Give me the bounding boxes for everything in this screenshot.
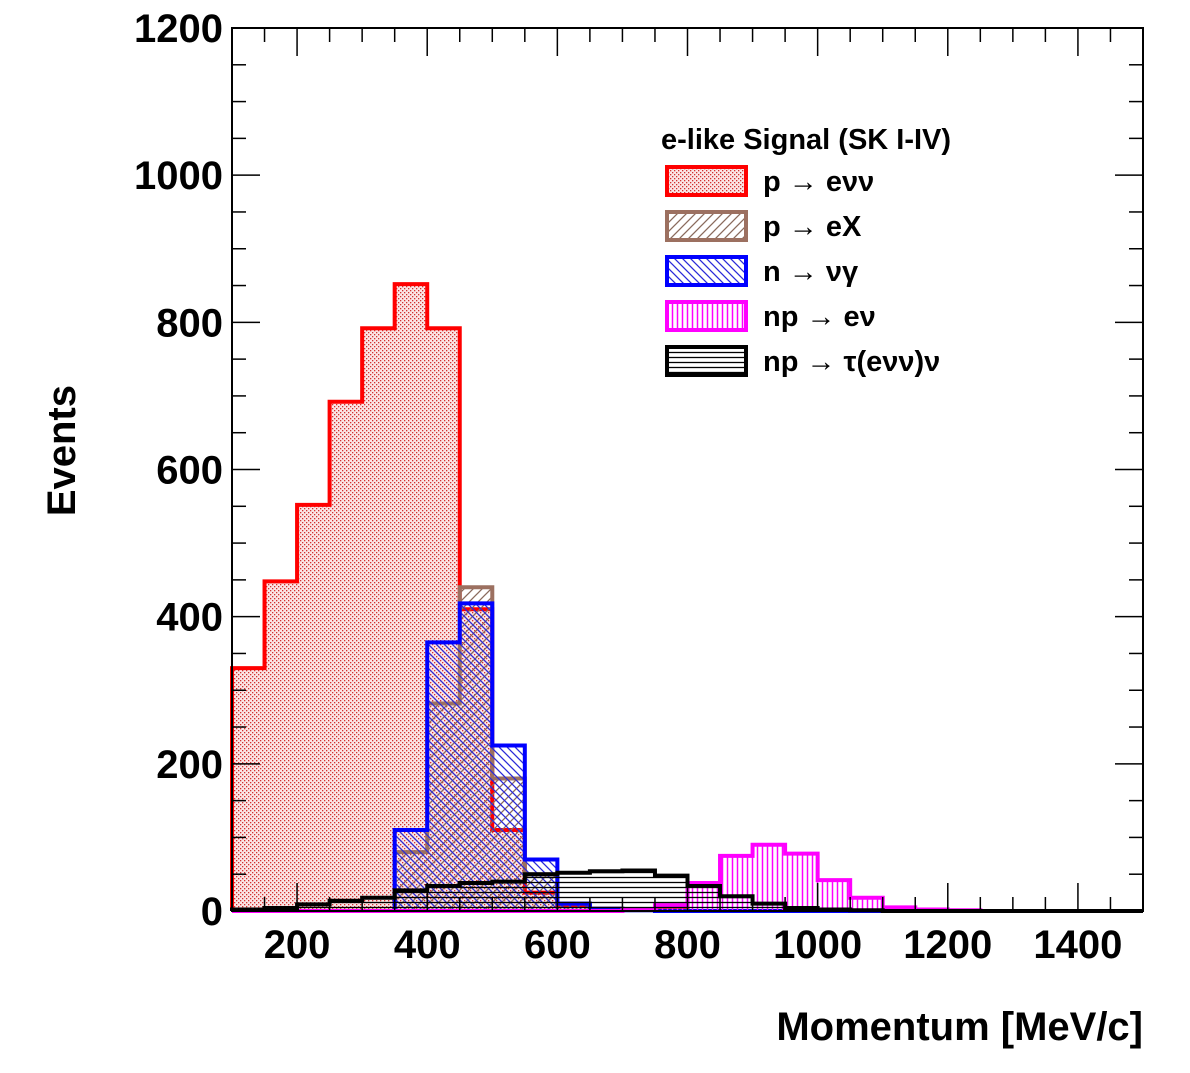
series-1 [230,282,1143,913]
x-tick-label-1200: 1200 [903,923,992,967]
legend-swatch [665,165,748,197]
legend-label: np → τ(eνν)ν [763,346,940,378]
legend-label: np → eν [763,301,876,333]
histogram-series-layer [230,282,1143,913]
legend-label: p → eX [763,211,862,243]
legend-swatch [665,345,748,377]
x-tick-label-800: 800 [654,923,721,967]
y-tick-label-600: 600 [156,449,223,493]
legend-label: p → eνν [763,166,874,198]
y-tick-label-200: 200 [156,743,223,787]
series-1-fill [232,284,1143,911]
series-3-fill [232,603,1143,911]
x-tick-label-600: 600 [524,923,591,967]
legend-entry-p-e: p → eνν [665,165,874,198]
y-tick-label-1200: 1200 [134,7,223,51]
legend-label: n → νγ [763,256,859,288]
legend-title: e-like Signal (SK I-IV) [661,124,951,156]
legend-swatch [665,210,748,242]
y-tick-label-800: 800 [156,301,223,345]
legend-entry-np-e: np → τ(eνν)ν [665,345,940,378]
legend-swatch [665,255,748,287]
y-tick-label-0: 0 [201,890,223,934]
legend-entry-np-e: np → eν [665,300,876,333]
legend-entry-n: n → νγ [665,255,859,288]
x-axis-title: Momentum [MeV/c] [776,1005,1143,1049]
y-tick-label-1000: 1000 [134,154,223,198]
x-tick-label-400: 400 [394,923,461,967]
y-axis-ticks: 0 200 400 600 800 1000 1200 [134,7,1143,934]
x-tick-label-200: 200 [264,923,331,967]
x-tick-label-1000: 1000 [773,923,862,967]
legend: e-like Signal (SK I-IV) p → eνν p → eX n →… [661,124,951,378]
x-tick-label-1400: 1400 [1033,923,1122,967]
x-axis-ticks: 200 400 600 800 1000 1200 1400 [231,28,1144,967]
y-tick-label-400: 400 [156,596,223,640]
legend-swatch [665,300,748,332]
legend-entry-p-ex: p → eX [665,210,862,243]
y-axis-title: Events [40,385,84,516]
